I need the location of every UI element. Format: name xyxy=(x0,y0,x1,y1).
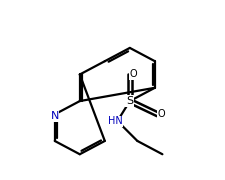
Text: HN: HN xyxy=(107,116,122,126)
Text: N: N xyxy=(50,111,59,121)
Text: O: O xyxy=(129,69,136,80)
Text: S: S xyxy=(126,96,133,106)
Text: O: O xyxy=(157,109,164,119)
